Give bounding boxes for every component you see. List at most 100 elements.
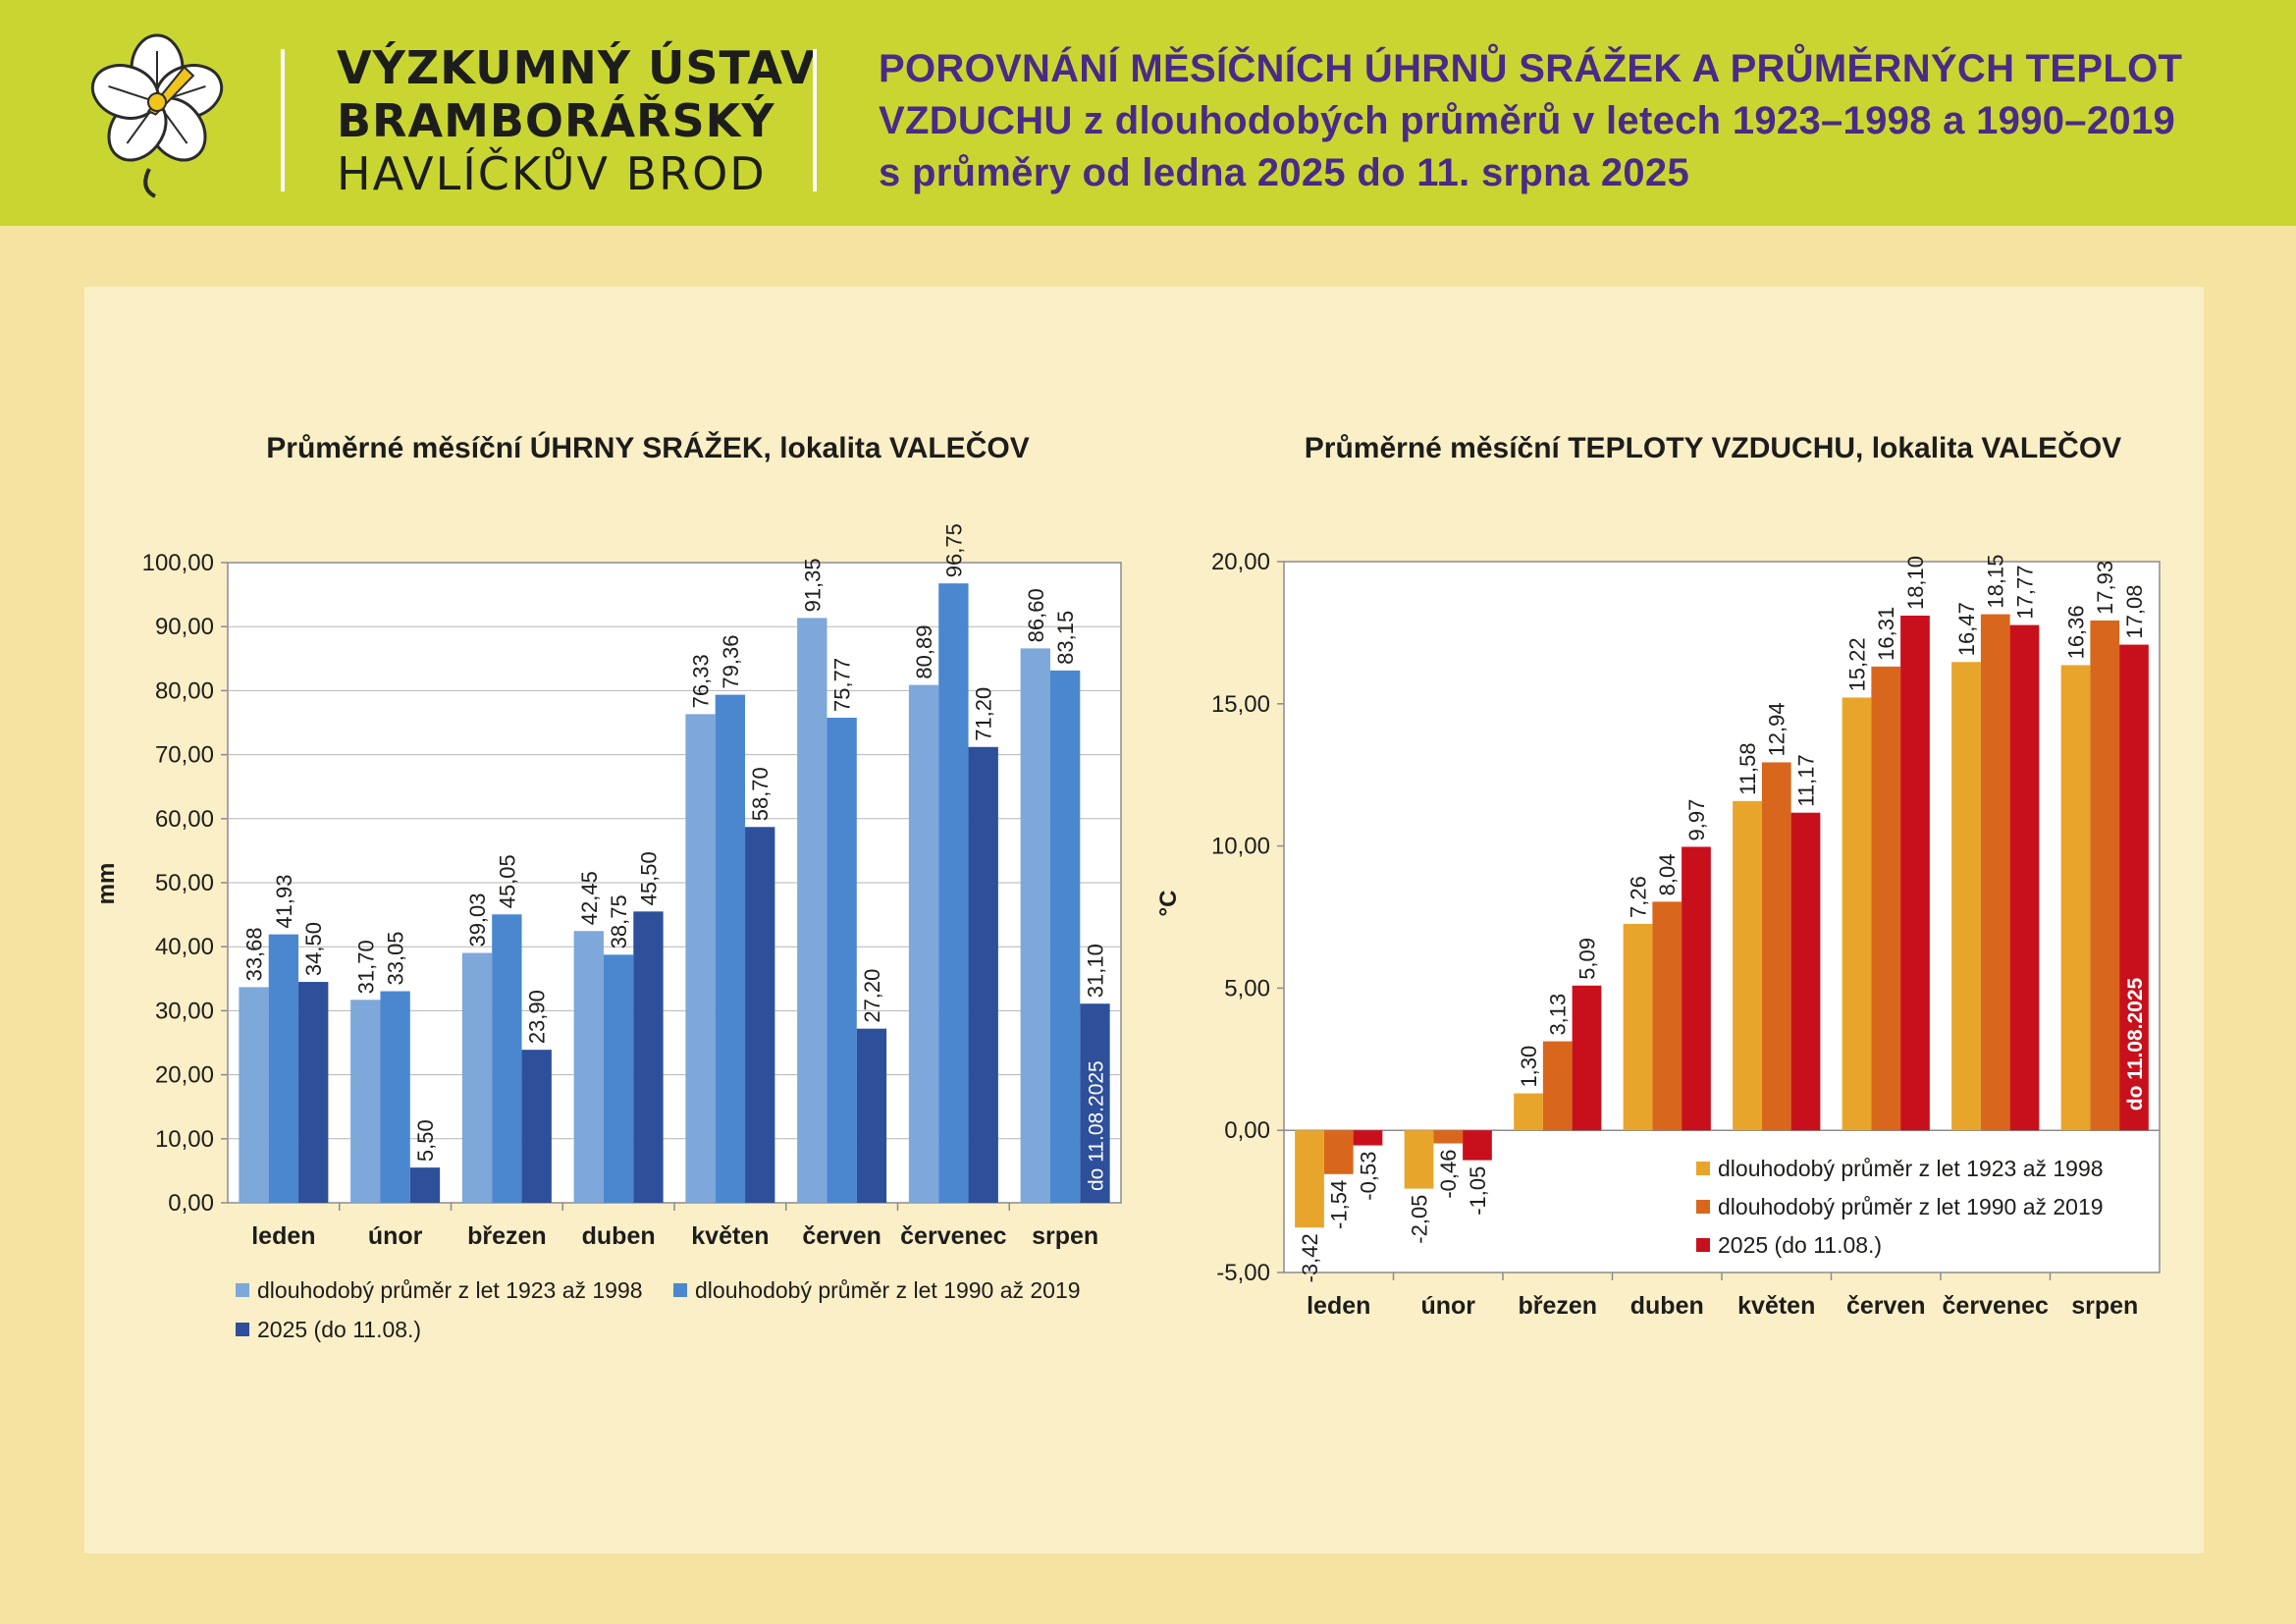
legend-swatch <box>1696 1162 1710 1175</box>
bar <box>856 1028 887 1203</box>
data-label: 45,05 <box>495 854 519 908</box>
bar-annotation: do 11.08.2025 <box>1085 1060 1107 1191</box>
bar <box>603 954 634 1203</box>
data-label: -1,05 <box>1466 1166 1490 1216</box>
bar <box>1623 923 1653 1131</box>
data-label: 5,50 <box>413 1119 438 1162</box>
data-label: 12,94 <box>1765 702 1789 756</box>
y-tick-label: 90,00 <box>155 614 214 640</box>
bar <box>1323 1130 1354 1174</box>
data-label: 8,04 <box>1655 854 1680 896</box>
data-label: 5,09 <box>1575 938 1599 980</box>
bar <box>938 583 969 1203</box>
data-label: 71,20 <box>972 687 996 741</box>
bar-annotation: do 11.08.2025 <box>2124 977 2147 1110</box>
data-label: -2,05 <box>1408 1195 1432 1244</box>
bar <box>1295 1130 1324 1228</box>
data-label: 1,30 <box>1517 1046 1541 1088</box>
bar <box>1871 666 1901 1131</box>
legend-label: dlouhodobý průměr z let 1923 až 1998 <box>257 1277 643 1303</box>
category-label: leden <box>251 1222 315 1250</box>
data-label: -3,42 <box>1298 1233 1322 1282</box>
y-tick-label: 60,00 <box>155 806 214 833</box>
data-label: 16,47 <box>1954 602 1979 656</box>
title-line-1: POROVNÁNÍ MĚSÍČNÍCH ÚHRNŮ SRÁŽEK A PRŮMĚ… <box>879 47 2183 90</box>
category-label: srpen <box>2071 1292 2138 1320</box>
data-label: 75,77 <box>830 658 855 712</box>
category-label: červenec <box>900 1222 1007 1250</box>
category-label: květen <box>691 1222 769 1250</box>
y-tick-label: 5,00 <box>1224 975 1270 1001</box>
org-line-1: VÝZKUMNÝ ÚSTAV <box>337 41 817 94</box>
bar <box>1433 1130 1464 1144</box>
data-label: 11,17 <box>1793 754 1818 806</box>
header-divider <box>813 49 817 191</box>
bar <box>2009 624 2040 1131</box>
y-tick-label: 30,00 <box>155 998 214 1024</box>
y-tick-label: 10,00 <box>1211 834 1270 860</box>
data-label: 91,35 <box>800 558 825 612</box>
bar <box>1514 1093 1543 1131</box>
y-tick-label: 0,00 <box>168 1190 214 1217</box>
data-label: 34,50 <box>301 922 326 976</box>
data-label: 31,70 <box>353 940 378 994</box>
bar <box>492 914 522 1203</box>
bar <box>1980 614 2010 1131</box>
data-label: 42,45 <box>577 871 602 925</box>
y-axis-label: mm <box>93 863 120 905</box>
category-label: únor <box>368 1222 423 1250</box>
category-label: březen <box>467 1222 547 1250</box>
data-label: -1,54 <box>1327 1180 1352 1229</box>
data-label: 16,36 <box>2064 605 2089 659</box>
bar <box>573 931 604 1203</box>
data-label: 41,93 <box>272 875 296 929</box>
bar <box>1080 1003 1110 1203</box>
bar <box>1542 1041 1573 1131</box>
y-tick-label: -5,00 <box>1216 1260 1270 1286</box>
bar <box>745 827 775 1203</box>
category-label: červen <box>802 1222 881 1250</box>
data-label: 17,93 <box>2093 561 2117 615</box>
data-label: 11,58 <box>1735 742 1760 794</box>
data-label: 9,97 <box>1684 799 1709 841</box>
title-line-2: VZDUCHU z dlouhodobých průměrů v letech … <box>879 99 2176 142</box>
y-tick-label: 100,00 <box>142 550 214 576</box>
data-label: 38,75 <box>607 894 631 948</box>
bar <box>1572 985 1602 1131</box>
bar <box>633 911 664 1203</box>
category-label: leden <box>1307 1292 1370 1320</box>
category-label: duben <box>1630 1292 1704 1320</box>
y-tick-label: 10,00 <box>155 1126 214 1153</box>
flower-icon <box>90 33 224 198</box>
bar <box>715 694 746 1203</box>
y-tick-label: 70,00 <box>155 742 214 769</box>
legend-label: 2025 (do 11.08.) <box>1718 1232 1882 1258</box>
bar <box>1404 1130 1434 1189</box>
bar <box>1733 800 1762 1131</box>
legend-swatch <box>1696 1238 1710 1252</box>
bar <box>1353 1130 1383 1146</box>
y-tick-label: 15,00 <box>1211 691 1270 718</box>
data-label: 80,89 <box>912 625 936 679</box>
y-axis-label: °C <box>1155 891 1182 917</box>
legend-label: 2025 (do 11.08.) <box>257 1317 421 1342</box>
bar <box>2060 665 2091 1131</box>
bar <box>908 684 939 1203</box>
category-label: únor <box>1420 1292 1475 1320</box>
data-label: 31,10 <box>1083 944 1107 998</box>
data-label: 27,20 <box>860 969 884 1023</box>
data-label: 18,10 <box>1903 556 1928 610</box>
data-label: 7,26 <box>1627 876 1651 918</box>
data-label: 3,13 <box>1546 994 1571 1036</box>
title-line-3: s průměry od ledna 2025 do 11. srpna 202… <box>879 151 1690 194</box>
bar <box>380 991 410 1203</box>
data-label: -0,53 <box>1356 1152 1380 1201</box>
y-tick-label: 0,00 <box>1224 1117 1270 1144</box>
bar <box>827 717 857 1203</box>
y-tick-label: 80,00 <box>155 677 214 704</box>
y-tick-label: 40,00 <box>155 934 214 960</box>
org-line-2: BRAMBORÁŘSKÝ <box>337 94 775 147</box>
data-label: 17,77 <box>2012 566 2037 620</box>
category-label: červen <box>1846 1292 1926 1320</box>
